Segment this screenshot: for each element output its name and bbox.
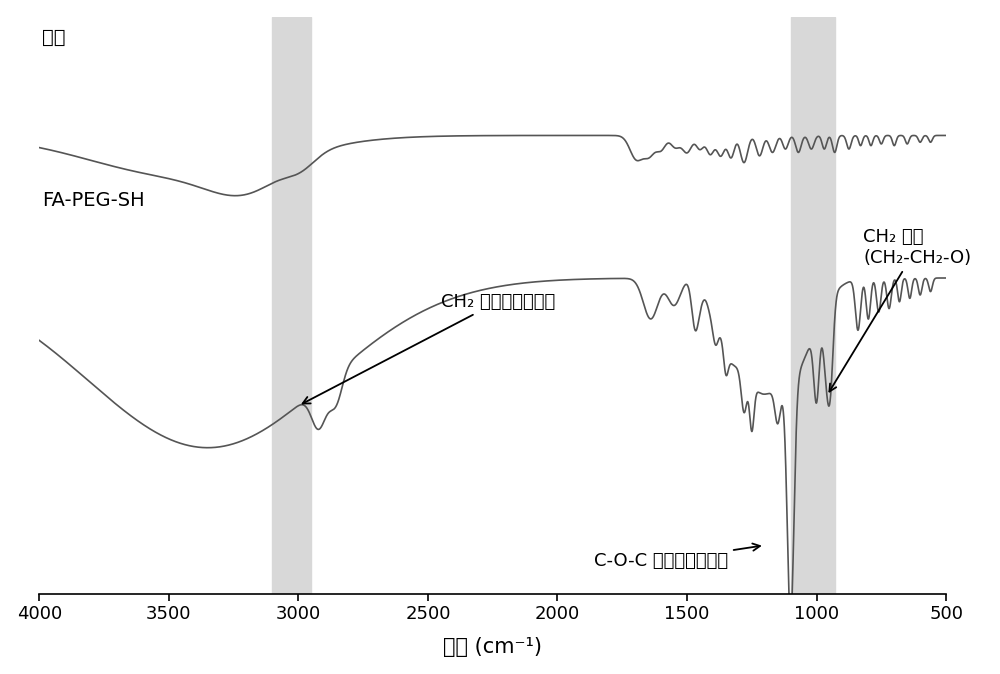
Bar: [791, 17, 835, 594]
X-axis label: 波数 (cm⁻¹): 波数 (cm⁻¹): [443, 638, 542, 657]
Text: CH₂ 振动
(CH₂-CH₂-O): CH₂ 振动 (CH₂-CH₂-O): [829, 228, 971, 392]
Bar: [272, 17, 311, 594]
Text: FA-PEG-SH: FA-PEG-SH: [42, 191, 145, 210]
Text: 叶酸: 叶酸: [42, 28, 65, 47]
Text: CH₂ 不对称伸缩振动: CH₂ 不对称伸缩振动: [303, 293, 555, 404]
Text: C-O-C 不对称伸缩振动: C-O-C 不对称伸缩振动: [594, 543, 760, 570]
